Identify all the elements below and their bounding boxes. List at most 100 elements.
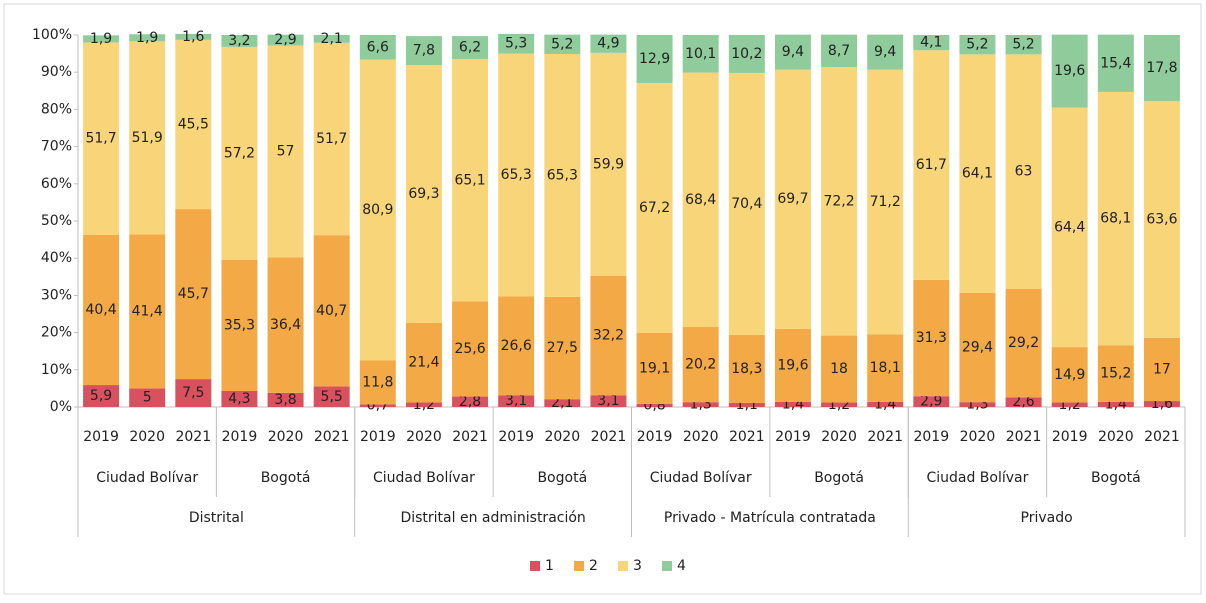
y-tick-label: 0% — [50, 399, 72, 415]
bar-segment — [452, 59, 489, 302]
bar-segment — [1143, 337, 1180, 402]
value-label: 10,1 — [685, 46, 716, 62]
legend-swatch — [530, 561, 540, 571]
x-tick-label: 2019 — [913, 429, 949, 445]
bar-segment — [682, 35, 719, 73]
value-label: 41,4 — [132, 303, 163, 319]
value-label: 31,3 — [916, 330, 947, 346]
y-tick-label: 100% — [32, 27, 72, 43]
x-tick-label: 2019 — [637, 429, 673, 445]
bar-segment — [221, 35, 258, 47]
value-label: 64,1 — [962, 166, 993, 182]
value-label: 9,4 — [874, 44, 896, 60]
bar-segment — [452, 396, 489, 407]
bar-segment — [1051, 402, 1088, 407]
bar-segment — [1097, 401, 1134, 407]
y-tick-label: 30% — [41, 287, 72, 303]
bar-segment — [913, 50, 950, 280]
value-label: 65,1 — [454, 172, 485, 188]
value-label: 67,2 — [639, 200, 670, 216]
bar-segment — [682, 327, 719, 403]
y-tick-label: 10% — [41, 362, 72, 378]
city-label: Bogotá — [814, 470, 864, 486]
bar-segment — [175, 39, 212, 210]
bar-segment — [913, 279, 950, 397]
bar-segment — [590, 52, 627, 276]
bar-segment — [959, 292, 996, 403]
bar-segment — [129, 234, 166, 389]
value-label: 40,7 — [316, 303, 347, 319]
bar-segment — [129, 41, 166, 235]
y-tick-label: 50% — [41, 213, 72, 229]
bar-segment — [544, 296, 581, 400]
x-tick-label: 2020 — [129, 429, 165, 445]
x-tick-label: 2020 — [683, 429, 719, 445]
bar-segment — [359, 404, 396, 407]
bar-segment — [867, 69, 904, 335]
bar-segment — [774, 69, 811, 329]
value-label: 4,3 — [228, 391, 250, 407]
bar-segment — [498, 395, 535, 407]
city-label: Bogotá — [1091, 470, 1141, 486]
value-label: 2,9 — [920, 394, 942, 410]
value-label: 29,2 — [1008, 335, 1039, 351]
value-label: 18,3 — [731, 361, 762, 377]
y-tick-label: 40% — [41, 250, 72, 266]
value-label: 68,4 — [685, 192, 716, 208]
value-label: 59,9 — [593, 156, 624, 172]
bar-segment — [1005, 35, 1042, 55]
x-tick-label: 2021 — [1006, 429, 1042, 445]
bar-segment — [1097, 34, 1134, 92]
bar-segment — [1097, 91, 1134, 346]
bar-segment — [267, 392, 304, 407]
value-label: 5,2 — [966, 37, 988, 53]
value-label: 3,2 — [228, 33, 250, 49]
value-label: 2,1 — [321, 31, 343, 47]
bar-segment — [175, 209, 212, 380]
bar-segment — [728, 35, 765, 73]
bar-segment — [544, 53, 581, 297]
value-label: 20,2 — [685, 357, 716, 373]
bar-segment — [1051, 107, 1088, 348]
value-label: 61,7 — [916, 157, 947, 173]
bar-segment — [1005, 288, 1042, 398]
legend-swatch — [574, 561, 584, 571]
value-label: 51,7 — [85, 131, 116, 147]
value-label: 19,6 — [777, 357, 808, 373]
bar-segment — [728, 72, 765, 335]
bar-segment — [774, 401, 811, 407]
y-tick-label: 70% — [41, 139, 72, 155]
value-label: 64,4 — [1054, 219, 1085, 235]
bar-segment — [821, 402, 858, 407]
value-label: 35,3 — [224, 317, 255, 333]
value-label: 19,1 — [639, 360, 670, 376]
sector-label: Distrital en administración — [400, 510, 585, 526]
value-label: 18,1 — [870, 360, 901, 376]
value-label: 71,2 — [870, 194, 901, 210]
bar-segment — [728, 334, 765, 403]
value-label: 5,9 — [90, 388, 112, 404]
x-tick-label: 2021 — [867, 429, 903, 445]
bar-segment — [175, 33, 212, 40]
bar-segment — [590, 395, 627, 407]
value-label: 45,5 — [178, 116, 209, 132]
bar-segment — [405, 65, 442, 323]
x-tick-label: 2020 — [544, 429, 580, 445]
bar-segment — [682, 72, 719, 328]
x-tick-label: 2021 — [591, 429, 627, 445]
bar-segment — [267, 34, 304, 46]
value-label: 6,6 — [367, 39, 389, 55]
legend-label: 3 — [633, 558, 642, 574]
bar-segment — [83, 385, 120, 407]
bar-segment — [544, 34, 581, 54]
x-tick-label: 2021 — [452, 429, 488, 445]
y-tick-label: 60% — [41, 176, 72, 192]
x-tick-label: 2019 — [775, 429, 811, 445]
y-tick-label: 20% — [41, 325, 72, 341]
bar-segment — [452, 301, 489, 397]
value-label: 14,9 — [1054, 367, 1085, 383]
value-label: 27,5 — [547, 340, 578, 356]
value-label: 7,5 — [182, 385, 204, 401]
value-label: 5 — [143, 390, 152, 406]
value-label: 1,9 — [90, 31, 112, 47]
